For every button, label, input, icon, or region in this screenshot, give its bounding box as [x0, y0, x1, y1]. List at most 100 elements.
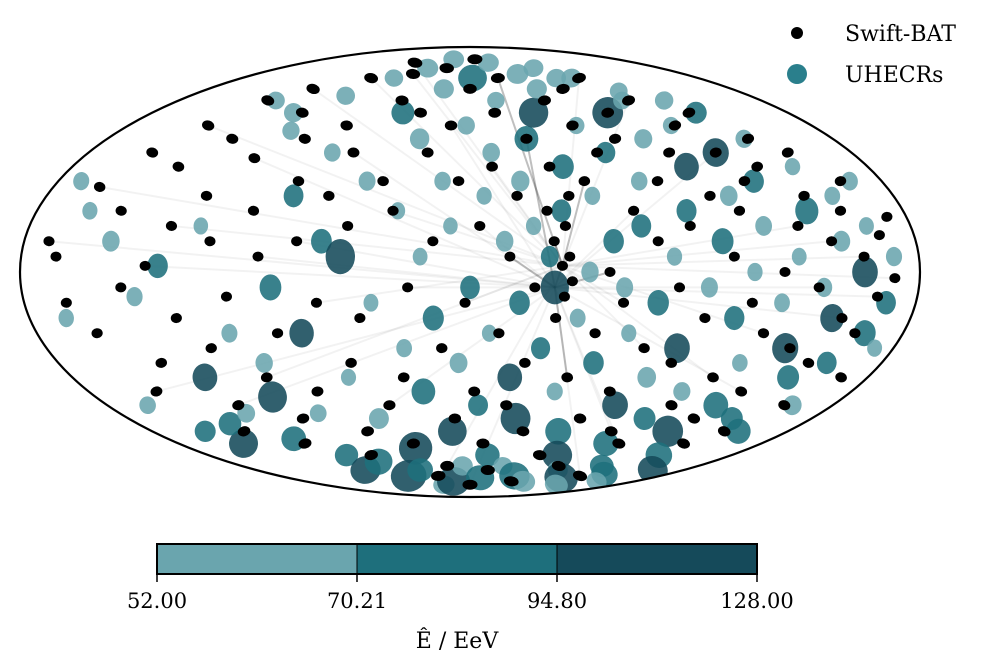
connection-line	[496, 77, 564, 267]
swift-bat-point	[361, 426, 374, 437]
uhecr-point	[633, 407, 656, 430]
uhecr-point	[755, 216, 773, 236]
swift-bat-point	[493, 328, 505, 339]
swift-bat-point	[467, 54, 483, 65]
colorbar-tick-label: 128.00	[720, 589, 793, 613]
uhecr-point	[451, 456, 473, 476]
uhecr-point	[283, 184, 304, 208]
uhecr-point	[634, 129, 653, 149]
swift-bat-point	[541, 205, 553, 216]
swift-bat-point	[638, 343, 650, 354]
swift-bat-point	[751, 161, 764, 172]
swift-bat-point	[798, 190, 810, 201]
swift-bat-point	[746, 297, 758, 308]
uhecr-point	[664, 333, 690, 364]
colorbar-bin	[556, 543, 758, 575]
uhecr-point	[139, 396, 156, 415]
swift-bat-point	[578, 176, 591, 187]
swift-bat-point	[603, 386, 616, 397]
uhecr-point	[477, 53, 499, 72]
colorbar-tick-label: 52.00	[127, 589, 187, 613]
swift-bat-point	[311, 386, 324, 397]
uhecr-point	[497, 363, 523, 392]
swift-bat-point	[340, 120, 353, 131]
connection-line	[156, 286, 556, 393]
swift-bat-point	[427, 236, 439, 247]
swift-bat-point	[564, 251, 576, 262]
uhecr-point	[218, 411, 242, 436]
swift-bat-point	[520, 133, 533, 144]
uhecr-point	[336, 86, 356, 105]
swift-bat-point	[402, 282, 414, 293]
swift-bat-point	[673, 282, 686, 293]
uhecr-point	[82, 201, 98, 220]
uhecr-point	[289, 318, 314, 348]
swift-bat-point	[881, 211, 893, 222]
swift-bat-point	[261, 95, 275, 106]
swift-bat-point	[306, 83, 320, 95]
uhecr-point	[616, 277, 634, 298]
connection-line	[266, 264, 563, 379]
swift-bat-point	[511, 190, 523, 201]
swift-bat-point	[480, 465, 495, 476]
swift-bat-point	[784, 343, 796, 354]
swift-bat-point	[826, 236, 838, 247]
uhecr-point	[458, 64, 487, 92]
uhecr-point	[495, 230, 514, 252]
swift-bat-point	[397, 372, 410, 383]
uhecr-point	[363, 293, 379, 312]
swift-bat-point	[834, 176, 847, 187]
uhecr-point	[637, 366, 657, 388]
swift-bat-point	[462, 479, 478, 490]
map-border	[18, 45, 922, 499]
swift-bat-point	[342, 220, 354, 231]
swift-bat-point	[704, 190, 716, 201]
uhecr-point	[593, 431, 619, 457]
connection-line	[99, 185, 563, 267]
uhecr-point	[358, 171, 376, 191]
uhecr-point	[551, 154, 574, 180]
swift-bat-point	[377, 176, 389, 187]
uhecr-point	[777, 365, 800, 390]
connection-line	[464, 264, 563, 304]
swift-bat-point	[668, 120, 682, 131]
uhecr-point	[102, 230, 120, 252]
swift-bat-point	[296, 413, 310, 424]
uhecr-point	[407, 458, 434, 482]
legend-label-uhecrs: UHECRs	[845, 63, 943, 88]
swift-bat-point	[440, 460, 455, 471]
uhecr-point	[368, 408, 389, 429]
connection-line	[561, 180, 586, 267]
swift-bat-point	[43, 236, 55, 247]
swift-bat-point	[813, 282, 825, 293]
uhecr-point	[229, 429, 258, 458]
uhecr-point	[193, 217, 209, 235]
uhecr-point	[258, 381, 287, 413]
legend-marker-uhecrs	[787, 64, 807, 84]
uhecr-point	[544, 474, 568, 495]
uhecr-point	[732, 354, 748, 372]
legend-label-swift-bat: Swift-BAT	[845, 22, 956, 47]
swift-bat-point	[733, 205, 746, 216]
uhecr-point	[523, 59, 544, 78]
uhecr-point	[482, 142, 500, 163]
swift-bat-point	[707, 372, 719, 383]
uhecr-point	[673, 382, 691, 401]
swift-bat-point	[298, 438, 312, 449]
colorbar-bin	[356, 543, 558, 575]
swift-bat-point	[604, 426, 618, 437]
colorbar-label: Ê / EeV	[416, 627, 500, 654]
swift-bat-point	[699, 313, 711, 324]
uhecr-point	[411, 378, 436, 405]
uhecr-point	[551, 199, 572, 223]
connection-line	[316, 264, 563, 304]
uhecr-point	[476, 186, 492, 205]
swift-bat-point	[431, 470, 446, 481]
colorbar-bin	[156, 543, 358, 575]
uhecr-point	[852, 256, 878, 288]
uhecr-point	[885, 246, 903, 267]
connection-line	[554, 210, 635, 289]
uhecr-point	[853, 320, 876, 347]
swift-bat-point	[459, 297, 471, 308]
